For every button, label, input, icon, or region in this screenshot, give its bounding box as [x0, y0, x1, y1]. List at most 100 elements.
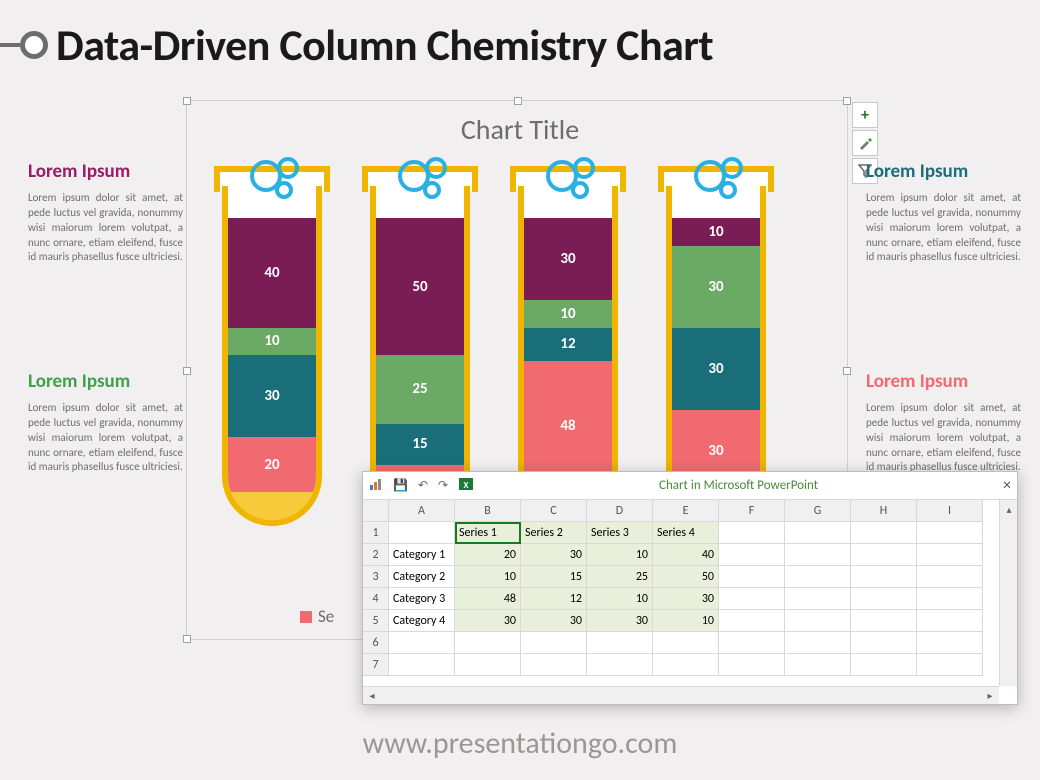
cell[interactable]: 15 — [521, 566, 587, 588]
column-header[interactable]: I — [917, 500, 983, 522]
segment-series3[interactable]: 10 — [524, 300, 612, 327]
cell[interactable] — [917, 566, 983, 588]
row-header[interactable]: 1 — [363, 522, 389, 544]
row-header[interactable]: 3 — [363, 566, 389, 588]
cell[interactable]: 50 — [653, 566, 719, 588]
cell[interactable] — [785, 588, 851, 610]
selection-handle[interactable] — [183, 635, 191, 643]
cell[interactable] — [653, 654, 719, 676]
cell[interactable]: Series 4 — [653, 522, 719, 544]
segment-series4[interactable]: 40 — [228, 218, 316, 328]
column-header[interactable]: G — [785, 500, 851, 522]
column-header[interactable]: D — [587, 500, 653, 522]
selection-handle[interactable] — [183, 367, 191, 375]
row-header[interactable]: 5 — [363, 610, 389, 632]
selection-handle[interactable] — [514, 97, 522, 105]
segment-series3[interactable]: 25 — [376, 355, 464, 423]
cell[interactable] — [719, 654, 785, 676]
cell[interactable]: 30 — [455, 610, 521, 632]
cell[interactable] — [851, 566, 917, 588]
cell[interactable] — [917, 522, 983, 544]
cell[interactable] — [389, 654, 455, 676]
row-header[interactable]: 2 — [363, 544, 389, 566]
select-all-corner[interactable] — [363, 500, 389, 522]
column-header[interactable]: F — [719, 500, 785, 522]
chart-style-button[interactable] — [852, 130, 878, 156]
cell[interactable] — [785, 544, 851, 566]
segment-series4[interactable]: 10 — [672, 218, 760, 245]
test-tube[interactable]: 40 10 30 20 — [222, 166, 322, 526]
cell[interactable] — [785, 566, 851, 588]
redo-icon[interactable]: ↷ — [438, 478, 448, 493]
cell[interactable] — [719, 632, 785, 654]
spreadsheet-grid[interactable]: ABCDEFGHI1Series 1Series 2Series 3Series… — [363, 500, 1017, 676]
cell[interactable]: 10 — [455, 566, 521, 588]
cell[interactable] — [521, 654, 587, 676]
cell[interactable] — [785, 522, 851, 544]
cell[interactable] — [653, 632, 719, 654]
scroll-right-icon[interactable]: ▸ — [981, 687, 999, 705]
row-header[interactable]: 7 — [363, 654, 389, 676]
segment-series2[interactable]: 30 — [228, 355, 316, 437]
segment-series2[interactable]: 12 — [524, 328, 612, 361]
cell[interactable] — [851, 632, 917, 654]
column-header[interactable]: E — [653, 500, 719, 522]
cell[interactable] — [719, 544, 785, 566]
cell[interactable]: 12 — [521, 588, 587, 610]
chart-add-element-button[interactable]: + — [852, 102, 878, 128]
cell[interactable] — [785, 654, 851, 676]
cell[interactable]: 20 — [455, 544, 521, 566]
vertical-scrollbar[interactable]: ▴ — [999, 500, 1017, 686]
row-header[interactable]: 4 — [363, 588, 389, 610]
segment-series2[interactable]: 15 — [376, 424, 464, 465]
cell[interactable] — [719, 610, 785, 632]
horizontal-scrollbar[interactable]: ◂ ▸ — [363, 686, 999, 704]
column-header[interactable]: A — [389, 500, 455, 522]
scroll-up-icon[interactable]: ▴ — [1000, 500, 1018, 518]
cell[interactable] — [587, 654, 653, 676]
segment-series2[interactable]: 30 — [672, 328, 760, 410]
cell[interactable] — [851, 588, 917, 610]
cell[interactable]: 10 — [587, 588, 653, 610]
cell[interactable]: Series 1 — [455, 522, 521, 544]
cell[interactable] — [389, 632, 455, 654]
cell[interactable]: Series 2 — [521, 522, 587, 544]
chart-title[interactable]: Chart Title — [0, 112, 1040, 147]
cell[interactable] — [917, 588, 983, 610]
cell[interactable] — [719, 566, 785, 588]
close-icon[interactable]: × — [1003, 476, 1011, 495]
column-header[interactable]: H — [851, 500, 917, 522]
cell[interactable] — [785, 610, 851, 632]
selection-handle[interactable] — [843, 97, 851, 105]
cell[interactable]: 10 — [653, 610, 719, 632]
cell[interactable]: Category 3 — [389, 588, 455, 610]
cell[interactable] — [917, 654, 983, 676]
excel-icon[interactable]: X — [458, 476, 474, 496]
segment-series3[interactable]: 10 — [228, 328, 316, 355]
scroll-left-icon[interactable]: ◂ — [363, 687, 381, 705]
segment-series4[interactable]: 50 — [376, 218, 464, 355]
undo-icon[interactable]: ↶ — [418, 478, 428, 493]
cell[interactable]: 40 — [653, 544, 719, 566]
cell[interactable] — [455, 632, 521, 654]
cell[interactable] — [851, 544, 917, 566]
segment-series3[interactable]: 30 — [672, 246, 760, 328]
cell[interactable] — [521, 632, 587, 654]
cell[interactable]: 30 — [521, 610, 587, 632]
cell[interactable] — [389, 522, 455, 544]
cell[interactable] — [851, 654, 917, 676]
cell[interactable] — [587, 632, 653, 654]
cell[interactable] — [851, 522, 917, 544]
row-header[interactable]: 6 — [363, 632, 389, 654]
selection-handle[interactable] — [183, 97, 191, 105]
cell[interactable]: Category 4 — [389, 610, 455, 632]
cell[interactable]: Category 2 — [389, 566, 455, 588]
cell[interactable]: 48 — [455, 588, 521, 610]
cell[interactable] — [719, 588, 785, 610]
column-header[interactable]: C — [521, 500, 587, 522]
selection-handle[interactable] — [843, 367, 851, 375]
cell[interactable]: 10 — [587, 544, 653, 566]
cell[interactable]: 30 — [587, 610, 653, 632]
segment-series4[interactable]: 30 — [524, 218, 612, 300]
cell[interactable]: Series 3 — [587, 522, 653, 544]
